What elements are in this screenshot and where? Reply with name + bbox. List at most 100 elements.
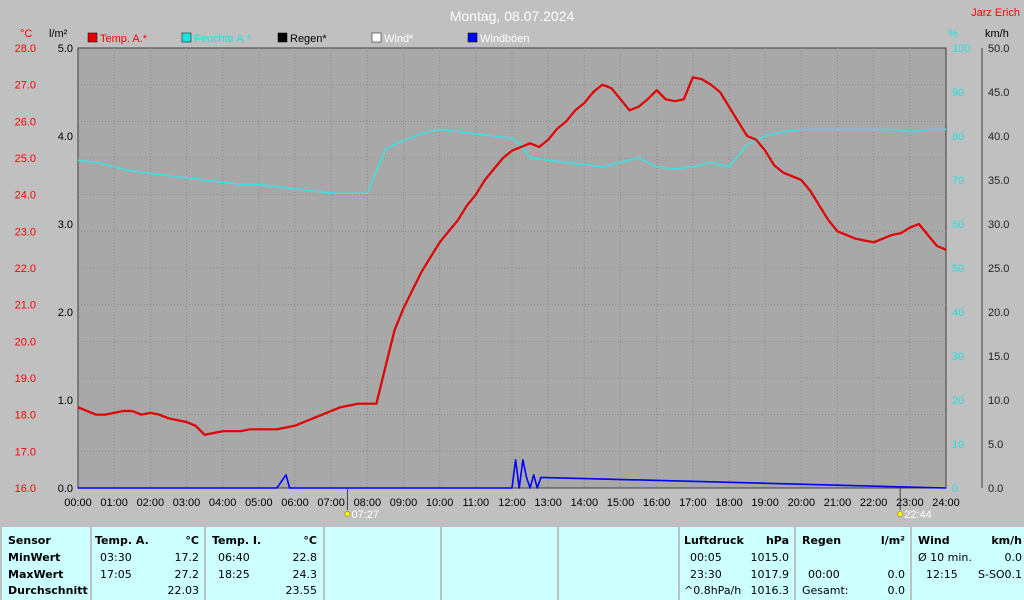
time-tick-label: 07:00 <box>317 497 345 509</box>
temp-tick-label: 25.0 <box>15 153 36 165</box>
temp-a-header: Temp. A. <box>95 534 149 547</box>
humidity-tick-label: 50 <box>952 263 964 275</box>
wind-tick-label: 40.0 <box>988 131 1009 143</box>
rain-tick-label: 4.0 <box>58 131 73 143</box>
time-tick-label: 17:00 <box>679 497 707 509</box>
temp-a-avg-value: 22.03 <box>167 584 200 597</box>
rain-unit: l/m² <box>880 534 905 547</box>
rain-total-label: Gesamt: <box>802 584 849 597</box>
temp-a-max-value: 27.2 <box>174 568 200 581</box>
stats-wind-table: Wind km/h Ø 10 min. 0.0 12:15 S-SO 0.1 <box>912 527 1024 600</box>
temp-tick-label: 21.0 <box>15 300 36 312</box>
rain-header: Regen <box>802 534 842 547</box>
temp-tick-label: 28.0 <box>15 43 36 55</box>
wind-tick-label: 15.0 <box>988 351 1009 363</box>
time-tick-label: 15:00 <box>607 497 635 509</box>
humidity-tick-label: 60 <box>952 219 964 231</box>
temp-a-max-time: 17:05 <box>100 568 132 581</box>
time-tick-label: 05:00 <box>245 497 273 509</box>
temp-i-unit: °C <box>303 534 317 547</box>
stats-empty-cell-3 <box>559 527 678 600</box>
series-line-wind-gusts <box>78 458 947 489</box>
temp-tick-label: 23.0 <box>15 226 36 238</box>
row-label-max: MaxWert <box>8 568 64 581</box>
stats-rain-table: Regen l/m² 00:00 0.0 Gesamt: 0.0 <box>796 527 910 600</box>
legend-swatch <box>181 32 192 43</box>
temp-a-min-value: 17.2 <box>174 551 200 564</box>
temp-unit-label: °C <box>20 28 32 40</box>
humidity-tick-label: 30 <box>952 351 964 363</box>
time-tick-label: 18:00 <box>715 497 743 509</box>
rain-unit-label: l/m² <box>49 28 68 40</box>
legend-label: Wind* <box>384 33 414 45</box>
temp-a-min-time: 03:30 <box>100 551 132 564</box>
temp-tick-label: 19.0 <box>15 373 36 385</box>
wind-tick-label: 10.0 <box>988 395 1009 407</box>
humidity-tick-label: 70 <box>952 175 964 187</box>
row-label-avg: Durchschnitt <box>8 584 88 597</box>
brand-label: Jarz Erich <box>971 7 1020 19</box>
temp-a-unit: °C <box>185 534 199 547</box>
rain-tick-label: 3.0 <box>58 219 73 231</box>
humidity-tick-label: 20 <box>952 395 964 407</box>
humidity-tick-label: 80 <box>952 131 964 143</box>
temp-tick-label: 20.0 <box>15 336 36 348</box>
series-line-humidity <box>77 128 946 194</box>
humidity-tick-label: 40 <box>952 307 964 319</box>
wind-unit-label: km/h <box>985 28 1009 40</box>
wind-avg-label: Ø 10 min. <box>918 551 972 564</box>
wind-max-value: 0.1 <box>1004 568 1023 581</box>
stats-empty-cell-1 <box>325 527 440 600</box>
temp-tick-label: 18.0 <box>15 410 36 422</box>
temp-i-max-value: 24.3 <box>292 568 318 581</box>
pressure-max-value: 1017.9 <box>750 568 790 581</box>
humidity-tick-label: 90 <box>952 87 964 99</box>
humidity-tick-label: 100 <box>952 43 970 55</box>
time-tick-label: 02:00 <box>137 497 165 509</box>
pressure-max-time: 23:30 <box>690 568 722 581</box>
pressure-header: Luftdruck <box>684 534 744 547</box>
legend-swatch <box>277 32 288 43</box>
temp-tick-label: 17.0 <box>15 446 36 458</box>
temp-tick-label: 27.0 <box>15 80 36 92</box>
time-tick-label: 09:00 <box>390 497 418 509</box>
chart-title: Montag, 08.07.2024 <box>450 8 575 24</box>
time-tick-label: 04:00 <box>209 497 237 509</box>
pressure-min-time: 00:05 <box>690 551 722 564</box>
wind-max-time: 12:15 <box>926 568 958 581</box>
pressure-trend: ^0.8hPa/h <box>684 584 742 597</box>
legend-label: Temp. A.* <box>100 33 148 45</box>
legend-swatch <box>467 32 478 43</box>
stats-temp-a-table: Temp. A. °C 03:30 17.2 17:05 27.2 22.03 <box>92 527 204 600</box>
temp-i-avg-value: 23.55 <box>285 584 318 597</box>
wind-tick-label: 25.0 <box>988 263 1009 275</box>
weather-chart: Montag, 08.07.2024 Jarz Erich °C l/m²% km/h T… <box>14 7 1020 521</box>
humidity-tick-label: 0 <box>952 483 958 495</box>
stats-empty-cell-2 <box>442 527 557 600</box>
sensor-header: Sensor <box>8 534 51 547</box>
temp-i-header: Temp. I. <box>212 534 262 547</box>
legend-label: Regen* <box>290 33 327 45</box>
rain-tick-label: 2.0 <box>58 307 73 319</box>
pressure-avg-value: 1016.3 <box>750 584 790 597</box>
time-tick-label: 01:00 <box>100 497 128 509</box>
sunrise-time-label: 07:27 <box>351 509 379 521</box>
temp-i-max-time: 18:25 <box>218 568 250 581</box>
rain-tick-label: 1.0 <box>58 395 73 407</box>
time-tick-label: 08:00 <box>354 497 382 509</box>
rain-max-value: 0.0 <box>887 568 906 581</box>
time-tick-label: 03:00 <box>173 497 201 509</box>
wind-header: Wind <box>918 534 950 547</box>
legend-label: Windböen <box>480 33 530 45</box>
stats-pressure-table: Luftdruck hPa 00:05 1015.0 23:30 1017.9 … <box>680 527 794 600</box>
stats-sensor-table: Sensor MinWert MaxWert Durchschnitt <box>2 527 90 600</box>
wind-tick-label: 35.0 <box>988 175 1009 187</box>
time-tick-label: 20:00 <box>788 497 816 509</box>
temp-tick-label: 26.0 <box>15 116 36 128</box>
time-tick-label: 13:00 <box>534 497 562 509</box>
rain-max-time: 00:00 <box>808 568 840 581</box>
time-tick-label: 11:00 <box>462 497 489 509</box>
time-tick-label: 06:00 <box>281 497 309 509</box>
wind-tick-label: 30.0 <box>988 219 1009 231</box>
sunset-icon <box>897 511 903 517</box>
